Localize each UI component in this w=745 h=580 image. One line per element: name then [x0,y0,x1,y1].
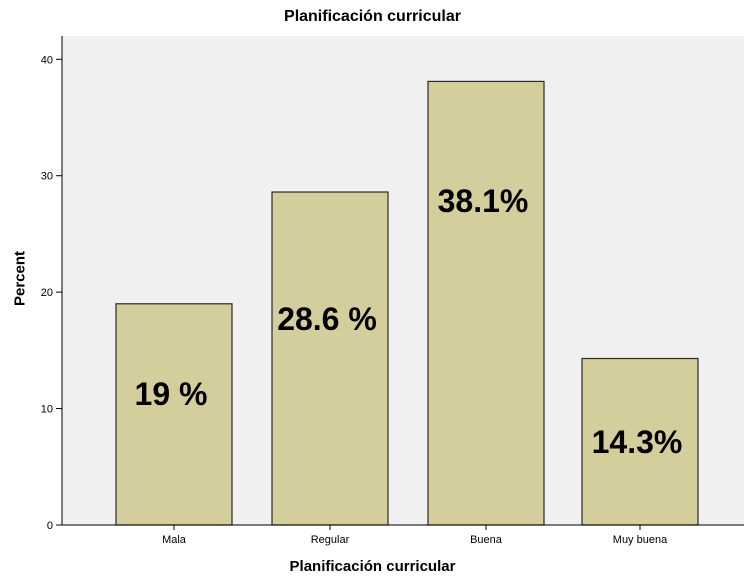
x-tick-label: Regular [311,534,350,546]
data-label: 28.6 % [277,301,377,337]
bar [427,80,545,526]
x-tick-label: Mala [162,534,187,546]
x-tick-label: Buena [470,534,503,546]
y-tick-label: 10 [41,404,53,416]
y-tick-label: 30 [41,171,53,183]
bar [581,357,699,526]
y-tick-label: 20 [41,287,53,299]
data-label: 38.1% [438,183,529,219]
y-tick-label: 40 [41,54,53,66]
bar [271,191,389,526]
chart-title: Planificación curricular [284,8,461,25]
x-tick-label: Muy buena [613,534,668,546]
data-label: 14.3% [592,424,683,460]
y-tick-label: 0 [47,520,53,532]
data-label: 19 % [135,376,208,412]
x-axis-label: Planificación curricular [289,558,456,575]
bar [115,303,233,526]
